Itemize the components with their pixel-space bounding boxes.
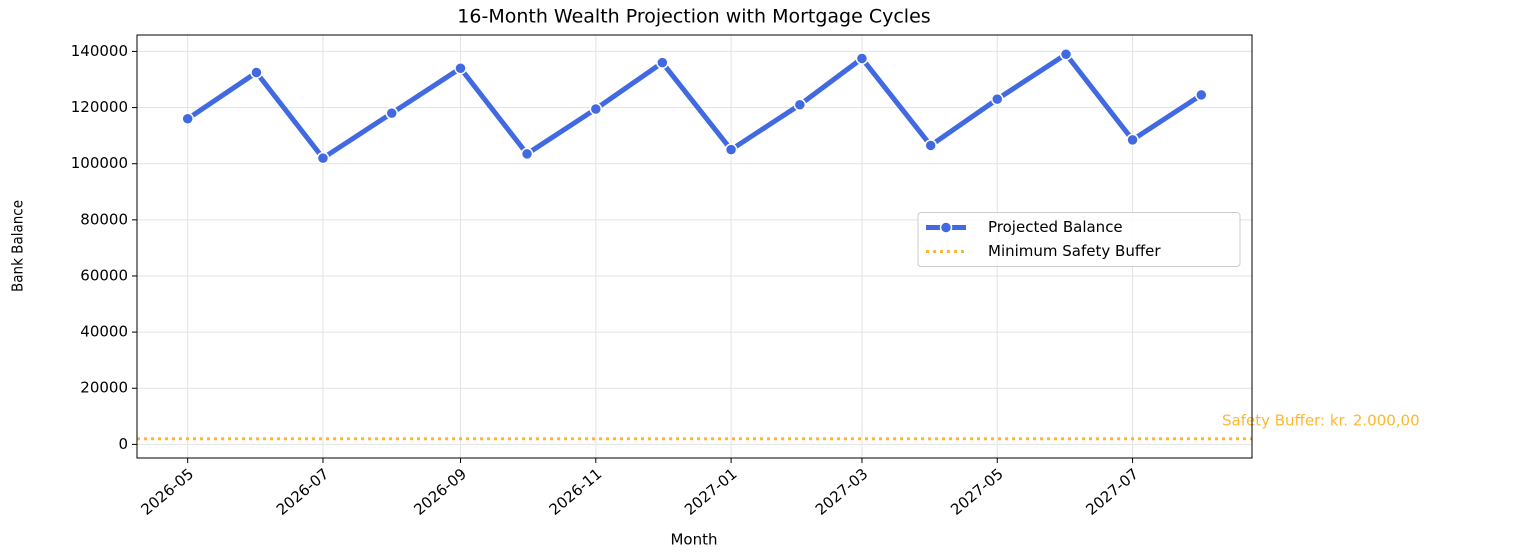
chart-title: 16-Month Wealth Projection with Mortgage… [457,6,930,28]
x-tick-label: 2027-01 [681,465,741,519]
x-tick-label: 2026-11 [546,465,606,519]
x-axis-label: Month [670,531,717,549]
data-line [186,51,1203,161]
x-tick-label: 2027-03 [812,465,872,519]
data-point [385,106,398,120]
y-axis-label: Bank Balance [9,200,27,292]
data-point [589,102,603,116]
x-tick-label: 2026-05 [138,465,198,519]
data-point [656,56,669,69]
data-point [855,52,869,65]
y-tick-label: 40000 [80,323,128,341]
legend: Projected Balance Minimum Safety Buffer [917,212,1241,267]
data-point [1059,47,1073,61]
y-tick-label: 80000 [80,210,128,228]
data-point [924,139,937,152]
x-tick-label: 2027-05 [947,465,1007,519]
y-tick-label: 60000 [80,266,128,284]
x-tick-label: 2026-07 [273,465,333,519]
y-tick-label: 140000 [71,42,128,60]
data-point [181,112,194,126]
data-point [793,98,807,112]
plot-frame [136,34,1253,459]
y-tick-label: 100000 [71,154,128,172]
legend-label: Projected Balance [988,218,1123,236]
legend-swatch [939,221,953,234]
x-tick-label: 2027-07 [1082,465,1142,519]
data-point [250,66,263,79]
data-point [316,151,330,165]
annotation: Safety Buffer: kr. 2.000,00 [1222,411,1420,429]
data-point [1195,88,1208,102]
legend-box [917,212,1241,267]
x-tick-label: 2026-09 [410,465,470,519]
y-tick-label: 20000 [80,379,128,397]
data-point [724,143,738,156]
legend-label: Minimum Safety Buffer [988,242,1161,260]
data-point [991,92,1004,106]
y-tick-label: 0 [118,435,128,453]
y-tick-label: 120000 [71,98,128,116]
data-point [1126,133,1139,147]
data-point [520,147,534,161]
data-point [454,62,467,75]
